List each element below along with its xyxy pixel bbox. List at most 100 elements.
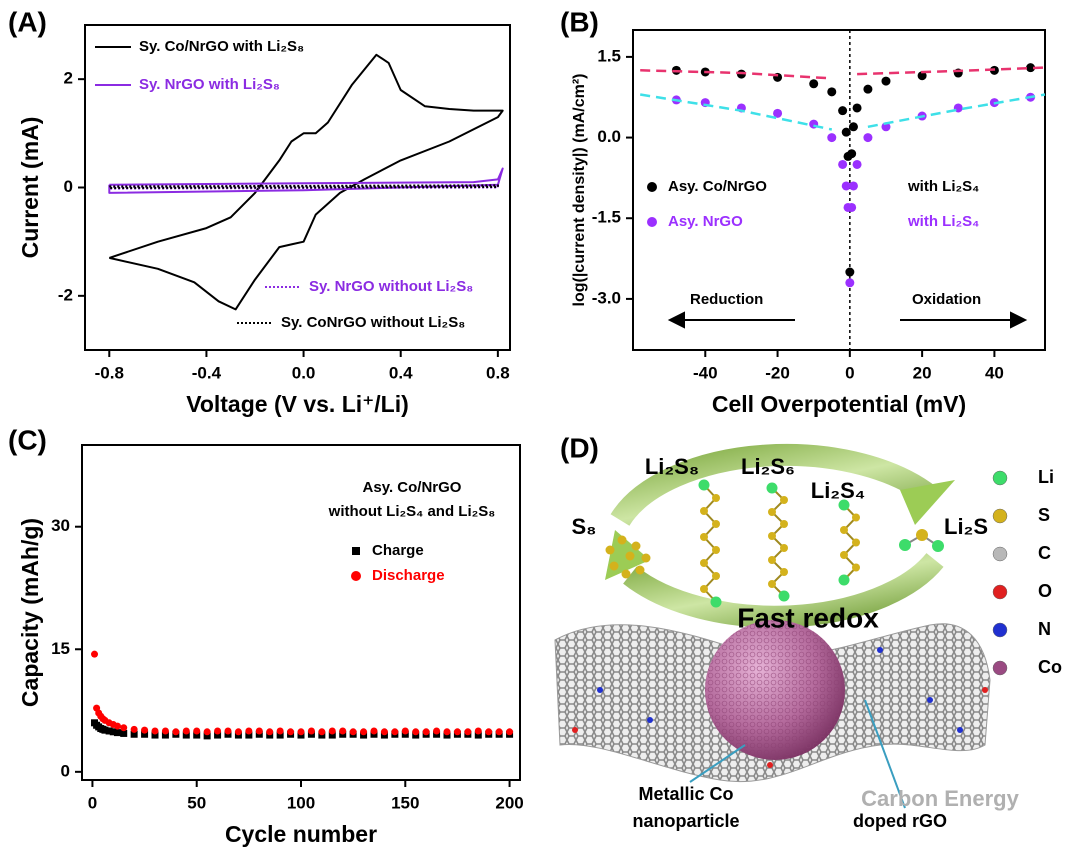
atom [768, 580, 776, 588]
legend-label: Sy. NrGO with Li₂S₈ [139, 76, 280, 93]
data-point [841, 181, 851, 191]
legend-label: Charge [372, 542, 424, 559]
data-point [845, 267, 855, 277]
data-point [506, 728, 514, 736]
data-point [287, 728, 295, 736]
annotation: without Li₂S₄ and Li₂S₈ [328, 503, 496, 520]
x-tick-label: 0.8 [486, 363, 510, 382]
data-point [214, 731, 222, 739]
data-point [349, 728, 357, 736]
y-tick-label: 0 [64, 177, 73, 196]
y-tick-label: 15 [51, 639, 70, 658]
fit-line [857, 66, 1046, 76]
data-point [495, 728, 503, 736]
data-point [172, 728, 180, 736]
data-point [234, 728, 242, 736]
atom [609, 561, 619, 571]
support-label: doped rGO [853, 811, 947, 831]
dopant-atoms [572, 647, 988, 768]
legend-label: Li [1038, 467, 1054, 487]
atom [712, 520, 720, 528]
x-axis-label: Voltage (V vs. Li⁺/Li) [186, 391, 409, 417]
atom [838, 574, 850, 586]
data-point [391, 728, 399, 736]
data-point [224, 727, 232, 735]
atom [712, 494, 720, 502]
atom [712, 572, 720, 580]
atom [700, 559, 708, 567]
data-point [255, 727, 263, 735]
data-point [276, 731, 284, 739]
legend-label: Asy. Co/NrGO [668, 178, 767, 195]
x-tick-label: 200 [495, 793, 523, 812]
data-point [485, 728, 493, 736]
data-point [130, 730, 138, 738]
legend-label: O [1038, 581, 1052, 601]
atom [852, 513, 860, 522]
data-point [328, 731, 336, 739]
data-point [193, 727, 201, 735]
data-point [245, 727, 253, 735]
y-tick-label: -3.0 [592, 288, 621, 307]
reactant-label: S₈ [572, 514, 597, 539]
data-point [838, 106, 848, 116]
y-tick-label: 2 [64, 69, 73, 88]
data-point [203, 732, 211, 740]
data-point [848, 181, 858, 191]
fit-line [867, 93, 1046, 129]
annotation: Asy. Co/NrGO [363, 479, 462, 496]
data-point [474, 727, 482, 735]
atom [766, 482, 778, 494]
direction-arrows [667, 311, 1028, 329]
data-point [917, 71, 927, 81]
legend-label: S [1038, 505, 1050, 525]
data-point [141, 726, 149, 734]
legend-label: Sy. Co/NrGO with Li₂S₈ [139, 38, 304, 55]
panel: (B) -40 -20 0 20 40 -3.0 -1.5 0.0 1.5 Cell Overpot… [560, 6, 1046, 417]
polysulfide-chain [766, 482, 790, 602]
fit-line [640, 93, 833, 131]
atom [768, 508, 776, 516]
data-point [307, 727, 315, 735]
x-tick-label: -20 [765, 363, 790, 382]
data-point [141, 730, 149, 738]
species-label: Li₂S₄ [811, 478, 865, 503]
x-tick-label: 150 [391, 793, 419, 812]
data-point [245, 731, 253, 739]
legend-label: Sy. NrGO without Li₂S₈ [309, 278, 473, 295]
li2s-molecule [899, 529, 944, 552]
y-tick-label: -1.5 [592, 208, 621, 227]
atom [700, 585, 708, 593]
data-point [360, 728, 368, 736]
data-point [161, 727, 169, 735]
data-point [214, 727, 222, 735]
data-point [380, 728, 388, 736]
data-point [827, 87, 837, 97]
x-tick-label: 0.4 [389, 363, 413, 382]
atom [710, 596, 722, 608]
data-point [809, 79, 819, 89]
data-point [453, 728, 461, 736]
atom [852, 538, 860, 547]
panel-label: (D) [560, 432, 599, 463]
process-label: Fast redox [737, 602, 879, 633]
cv-curve [108, 53, 504, 311]
data-point [182, 731, 190, 739]
data-point [113, 722, 121, 730]
y-tick-label: 0.0 [597, 127, 621, 146]
data-point [827, 133, 837, 143]
data-point [443, 728, 451, 736]
atom [778, 590, 790, 602]
data-point [370, 727, 378, 735]
data-point [120, 729, 128, 737]
atom [852, 563, 860, 572]
data-point [422, 728, 430, 736]
atom [700, 507, 708, 515]
cv-curve [109, 184, 499, 189]
data-point [838, 159, 848, 169]
data-point [401, 727, 409, 735]
data-point [193, 731, 201, 739]
panel-label: (B) [560, 6, 599, 37]
atom [916, 529, 928, 541]
x-tick-label: 100 [287, 793, 315, 812]
